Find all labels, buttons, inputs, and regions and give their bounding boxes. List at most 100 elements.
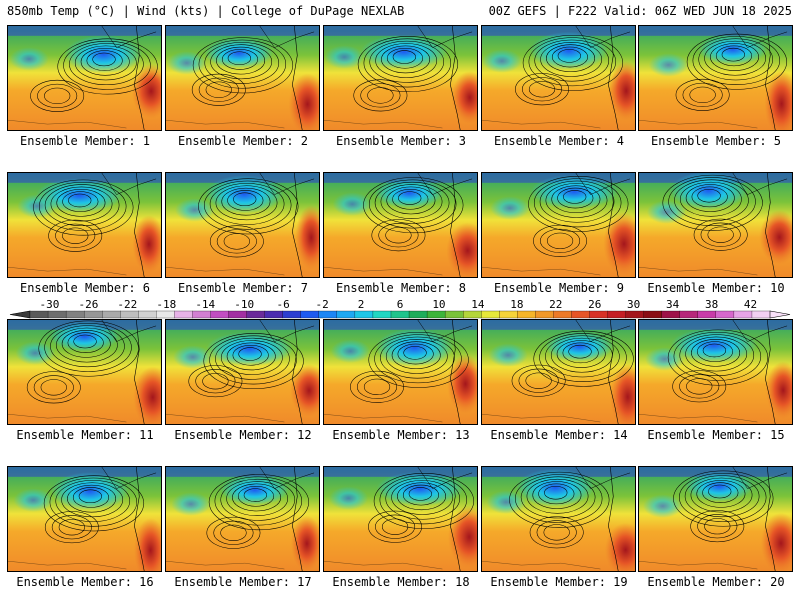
colorbar-segment [102,310,121,319]
colorbar-segment [372,310,392,319]
colorbar-segment [715,310,735,319]
wind-contour [221,49,259,70]
wind-contour [557,49,581,63]
colorbar-tick-label: 10 [432,298,445,311]
ensemble-map-panel[interactable] [165,172,320,278]
ensemble-member-caption: Ensemble Member: 2 [177,134,309,148]
wind-contour [368,510,422,543]
wind-contour [675,78,730,111]
ensemble-member-caption: Ensemble Member: 16 [16,575,154,589]
wind-contour [55,327,118,363]
ensemble-map-panel[interactable] [323,319,478,425]
colorbar-segment [697,310,717,319]
wind-contour [679,334,755,377]
wind-contour [397,343,434,365]
ensemble-map-panel[interactable] [481,25,636,131]
ensemble-member-caption: Ensemble Member: 13 [332,428,470,442]
wind-contour [715,45,752,67]
colorbar-tick-label: -26 [78,298,98,311]
wind-contour [202,373,229,390]
wind-contour [188,365,243,398]
ensemble-map-panel[interactable] [638,319,793,425]
wind-contour [533,178,622,228]
temperature-wind-map [8,320,161,424]
wind-contour [198,178,299,235]
wind-contour [392,188,429,210]
wind-contour [534,39,610,82]
ensemble-map-panel[interactable] [7,466,162,572]
ensemble-map-panel[interactable] [638,466,793,572]
wind-contour [691,339,741,367]
colorbar-tick-label: 2 [358,298,365,311]
ensemble-map-panel[interactable] [638,25,793,131]
wind-contour [528,37,617,87]
colorbar-tick-label: 6 [397,298,404,311]
colorbar-segment [29,310,49,319]
wind-contour [208,474,310,531]
wind-contour [568,344,592,359]
temperature-wind-map [8,467,161,571]
ensemble-map-panel[interactable] [7,25,162,131]
wind-contour [233,192,257,207]
colorbar-tick-label: 14 [471,298,485,311]
wind-contour [353,79,408,112]
ensemble-map-panel[interactable] [481,466,636,572]
ensemble-map-panel[interactable] [323,25,478,131]
ensemble-map-panel[interactable] [481,319,636,425]
colorbar-segment [463,310,482,319]
colorbar-segment [733,310,753,319]
wind-contour [72,487,110,508]
colorbar-tick-label: 34 [666,298,680,311]
header-valid-time: 00Z GEFS | F222 Valid: 06Z WED JUN 18 20… [488,4,792,18]
ensemble-map-panel[interactable] [638,172,793,278]
colorbar-segment [643,310,663,319]
wind-contour [402,484,439,506]
colorbar-tick-label: 42 [744,298,757,311]
wind-contour [392,50,417,64]
wind-contour [363,378,391,395]
wind-contour [704,40,767,76]
ensemble-map-panel[interactable] [323,466,478,572]
ensemble-map-panel[interactable] [165,25,320,131]
ensemble-map-panel[interactable] [165,319,320,425]
wind-contour [38,320,139,377]
wind-contour [226,481,289,516]
ensemble-map-panel[interactable] [323,172,478,278]
wind-contour [693,218,748,251]
wind-contour [374,181,450,224]
wind-contour [38,181,127,231]
ensemble-member-caption: Ensemble Member: 3 [335,134,467,148]
wind-contour [662,174,763,231]
colorbar-segment [156,310,175,319]
ensemble-map-panel[interactable] [165,466,320,572]
wind-contour [518,368,559,393]
temperature-wind-map [324,467,477,571]
wind-contour [667,329,769,386]
wind-contour [61,330,111,358]
colorbar-segment [444,310,464,319]
wind-contour [532,481,582,509]
wind-contour [511,364,566,397]
wind-contour [690,510,745,543]
wind-contour [209,335,297,385]
ensemble-map-panel[interactable] [7,172,162,278]
wind-contour [49,477,138,527]
wind-contour [682,82,723,107]
wind-contour [678,472,767,522]
wind-contour [378,223,419,248]
ensemble-member-caption: Ensemble Member: 17 [174,575,312,589]
wind-contour [375,514,416,539]
wind-contour [686,378,713,395]
wind-contour [204,42,280,84]
wind-contour [26,371,81,404]
wind-contour [48,219,103,252]
wind-contour [206,516,261,549]
wind-contour [221,187,271,216]
ensemble-map-panel[interactable] [7,319,162,425]
wind-contour [380,184,443,219]
wind-contour [205,81,232,98]
temperature-wind-map [8,26,161,130]
wind-contour [685,184,735,212]
ensemble-map-panel[interactable] [481,172,636,278]
wind-contour [385,339,448,374]
